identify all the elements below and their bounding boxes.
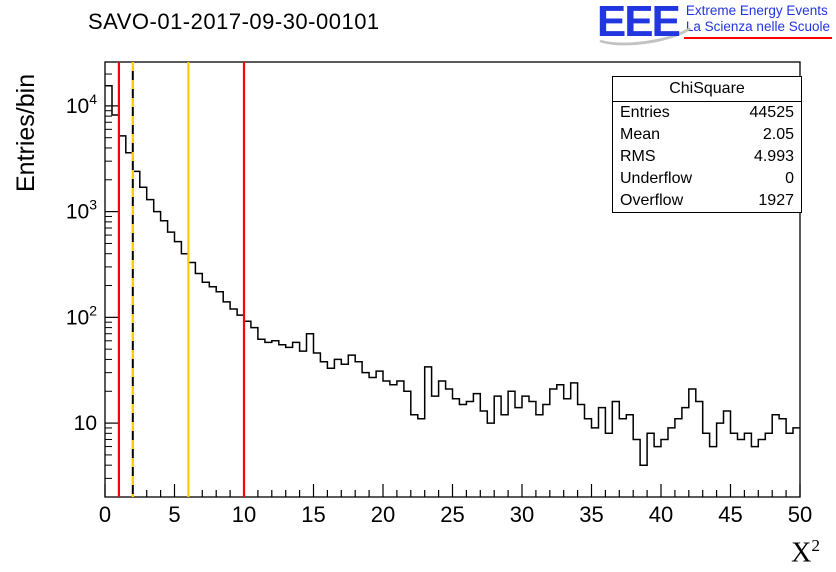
y-axis: 10 102 103 104 — [66, 73, 118, 498]
eee-logo: EEE Extreme Energy Events La Scienza nel… — [586, 0, 832, 52]
x-tick-label: 45 — [718, 502, 742, 527]
x-tick-label: 40 — [649, 502, 673, 527]
x-tick-label: 25 — [440, 502, 464, 527]
y-tick-label: 10 — [74, 412, 97, 435]
y-tick-label: 103 — [66, 197, 97, 224]
x-axis: 0 5 10 15 20 25 30 35 40 45 50 — [99, 484, 812, 527]
x-tick-label: 20 — [371, 502, 395, 527]
x-tick-label: 0 — [99, 502, 111, 527]
stats-row-entries: Entries 44525 — [620, 104, 794, 121]
page-title: SAVO-01-2017-09-30-00101 — [88, 9, 380, 34]
stats-row-rms: RMS 4.993 — [620, 148, 794, 165]
eee-logo-line2: La Scienza nelle Scuole — [685, 19, 830, 34]
stats-row-underflow: Underflow 0 — [620, 170, 794, 187]
x-tick-label: 35 — [579, 502, 603, 527]
x-tick-label: 50 — [788, 502, 812, 527]
x-axis-title: X2 — [791, 536, 820, 569]
stats-row-mean: Mean 2.05 — [620, 126, 794, 143]
x-tick-label: 15 — [301, 502, 325, 527]
eee-logo-line1: Extreme Energy Events — [685, 3, 828, 18]
x-axis-title-exponent: 2 — [811, 536, 820, 555]
x-tick-label: 10 — [232, 502, 256, 527]
eee-logo-acronym: EEE — [596, 0, 681, 46]
y-tick-label: 104 — [66, 91, 97, 118]
eee-logo-text: Extreme Energy Events La Scienza nelle S… — [683, 2, 832, 39]
y-tick-label: 102 — [66, 302, 97, 329]
stats-row-overflow: Overflow 1927 — [620, 192, 794, 209]
stats-box: ChiSquare Entries 44525 Mean 2.05 RMS 4.993… — [612, 76, 802, 213]
x-tick-label: 5 — [168, 502, 180, 527]
eee-logo-mark: EEE — [586, 0, 701, 52]
x-tick-label: 30 — [510, 502, 534, 527]
stats-box-title: ChiSquare — [613, 77, 801, 102]
histogram-line — [105, 85, 800, 466]
